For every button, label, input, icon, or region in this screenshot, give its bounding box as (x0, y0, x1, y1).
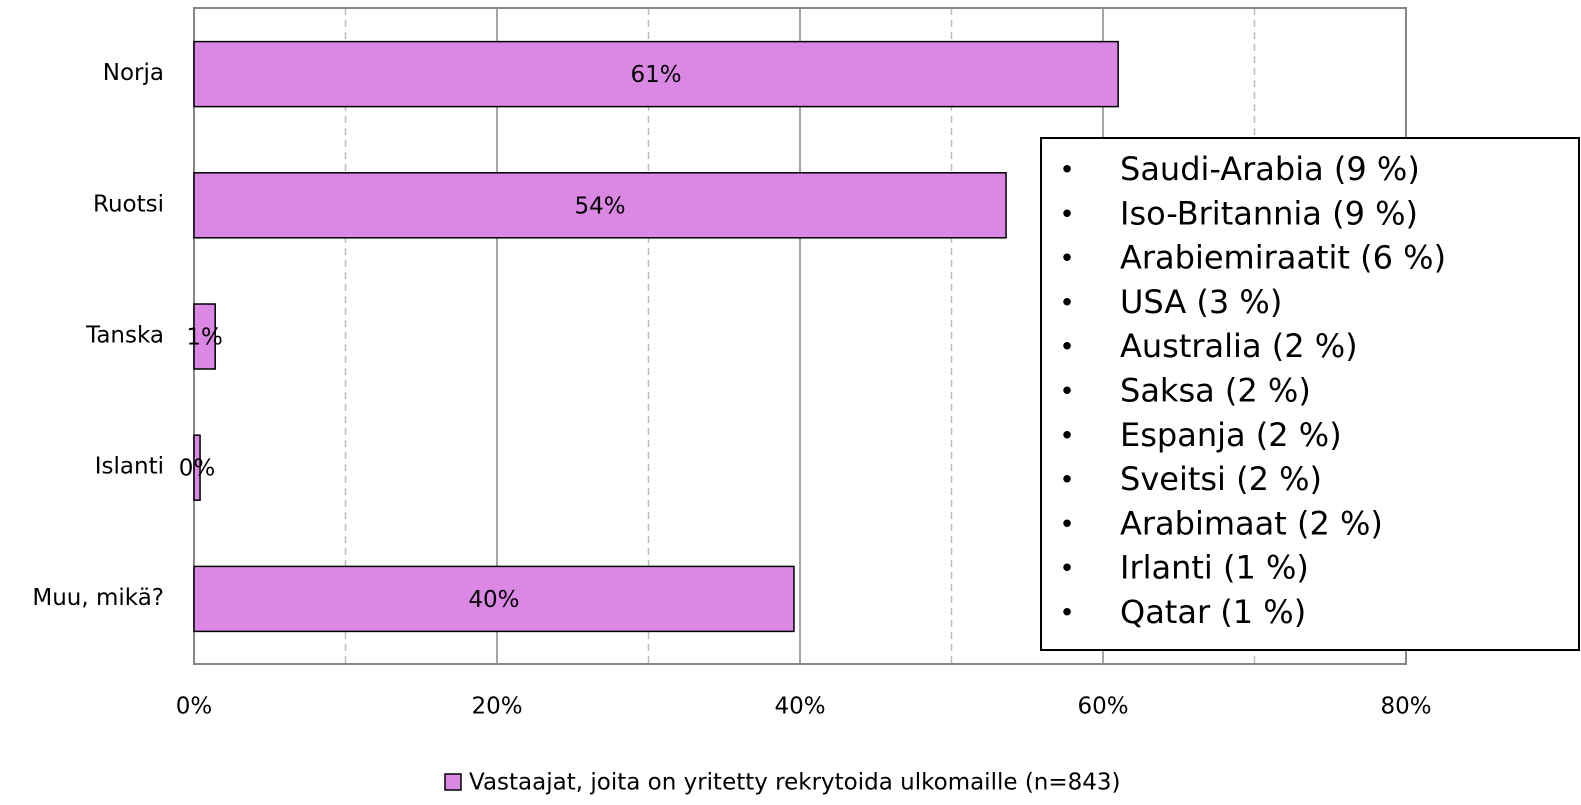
bullet: • (1059, 377, 1074, 407)
bullet: • (1059, 156, 1074, 186)
y-tick-label: Norja (103, 60, 164, 86)
bullet: • (1059, 466, 1074, 496)
bullet: • (1059, 421, 1074, 451)
bar (193, 172, 1007, 239)
annotation-item: Iso-Britannia (9 %) (1120, 194, 1418, 232)
bar (193, 303, 216, 370)
x-tick-label: 60% (1077, 694, 1128, 720)
y-tick-label: Ruotsi (93, 191, 164, 217)
bar (193, 434, 201, 501)
legend-swatch (444, 773, 462, 791)
data-label: 61% (631, 62, 682, 88)
data-label: 54% (574, 193, 625, 219)
bar (193, 565, 795, 633)
x-tick-label: 20% (471, 694, 522, 720)
x-tick-label: 0% (176, 694, 213, 720)
bullet: • (1059, 244, 1074, 274)
annotation-item: Saudi-Arabia (9 %) (1120, 150, 1420, 188)
bar (193, 40, 1119, 108)
annotation-item: Arabiemiraatit (6 %) (1120, 239, 1446, 277)
annotation-item: Irlanti (1 %) (1120, 549, 1309, 587)
bullet: • (1059, 554, 1074, 584)
annotation-box (1040, 137, 1580, 651)
annotation-item: Qatar (1 %) (1120, 593, 1306, 631)
bullet: • (1059, 200, 1074, 230)
y-tick-label: Muu, mikä? (32, 585, 164, 611)
annotation-item: Espanja (2 %) (1120, 416, 1342, 454)
data-label: 40% (468, 587, 519, 613)
bullet: • (1059, 288, 1074, 318)
x-tick-label: 40% (774, 694, 825, 720)
bullet: • (1059, 510, 1074, 540)
annotation-item: Saksa (2 %) (1120, 372, 1311, 410)
annotation-item: Sveitsi (2 %) (1120, 460, 1322, 498)
bullet: • (1059, 599, 1074, 629)
bullet: • (1059, 333, 1074, 363)
data-label: 1% (186, 325, 223, 351)
y-tick-label: Islanti (95, 454, 164, 480)
legend-label: Vastaajat, joita on yritetty rekrytoida … (469, 770, 1121, 796)
annotation-item: Australia (2 %) (1120, 327, 1358, 365)
y-tick-label: Tanska (85, 323, 164, 349)
annotation-item: Arabimaat (2 %) (1120, 504, 1383, 542)
annotation-item: USA (3 %) (1120, 283, 1282, 321)
x-tick-label: 80% (1380, 694, 1431, 720)
data-label: 0% (179, 456, 216, 482)
